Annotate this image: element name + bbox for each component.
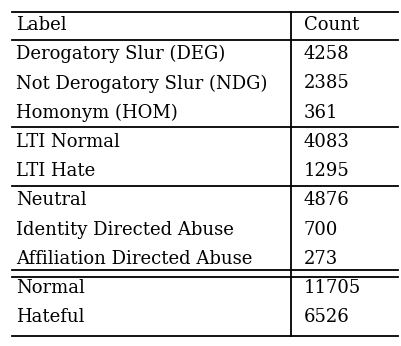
- Text: 4083: 4083: [303, 133, 348, 151]
- Text: Affiliation Directed Abuse: Affiliation Directed Abuse: [16, 250, 252, 268]
- Text: Homonym (HOM): Homonym (HOM): [16, 103, 177, 122]
- Text: Count: Count: [303, 16, 358, 34]
- Text: 273: 273: [303, 250, 337, 268]
- Text: Hateful: Hateful: [16, 308, 84, 326]
- Text: Derogatory Slur (DEG): Derogatory Slur (DEG): [16, 45, 225, 63]
- Text: 700: 700: [303, 221, 337, 239]
- Text: Neutral: Neutral: [16, 191, 87, 209]
- Text: LTI Hate: LTI Hate: [16, 162, 95, 180]
- Text: 4876: 4876: [303, 191, 348, 209]
- Text: 6526: 6526: [303, 308, 348, 326]
- Text: Label: Label: [16, 16, 67, 34]
- Text: 4258: 4258: [303, 45, 348, 63]
- Text: Identity Directed Abuse: Identity Directed Abuse: [16, 221, 233, 239]
- Text: Not Derogatory Slur (NDG): Not Derogatory Slur (NDG): [16, 74, 267, 93]
- Text: 2385: 2385: [303, 74, 348, 92]
- Text: 11705: 11705: [303, 279, 360, 297]
- Text: Normal: Normal: [16, 279, 85, 297]
- Text: LTI Normal: LTI Normal: [16, 133, 119, 151]
- Text: 361: 361: [303, 104, 337, 122]
- Text: 1295: 1295: [303, 162, 348, 180]
